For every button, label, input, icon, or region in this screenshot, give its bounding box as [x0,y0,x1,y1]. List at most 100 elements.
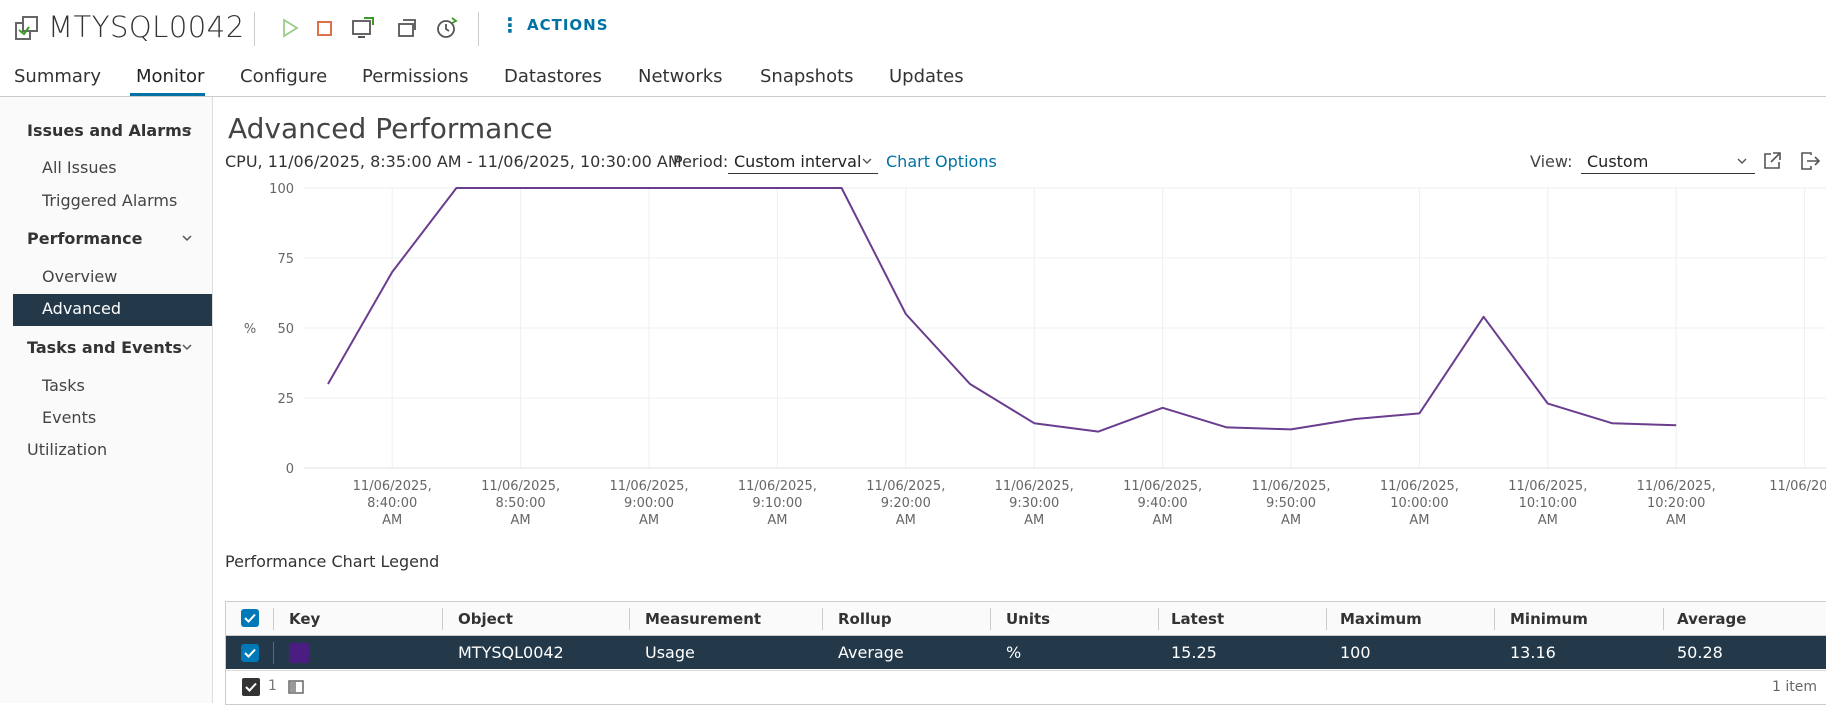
performance-chart: 0 25 50 75 100% 11/06/2025, 8:40:00 AM 11/06/202… [224,178,1826,546]
x-tick-label: 10:10:00 [1519,496,1577,511]
tab-snapshots[interactable]: Snapshots [760,66,854,87]
sidebar-item-label: Advanced [42,299,122,318]
x-tick-label: 11/06/2025, [995,479,1074,494]
tab-monitor[interactable]: Monitor [136,66,205,87]
chevron-down-icon[interactable] [182,125,192,135]
snapshot-icon[interactable] [434,15,460,41]
row-checkbox[interactable] [241,644,259,662]
x-tick-label: 11/06/2025, [1508,479,1587,494]
y-axis-label: % [244,322,256,337]
cell-latest: 15.25 [1171,643,1217,662]
sidebar-group-performance[interactable]: Performance [27,229,143,248]
datagrid-header: Key Object Measurement Rollup Units Late… [226,602,1826,636]
chevron-down-icon [862,158,872,164]
column-separator[interactable] [1494,608,1495,630]
x-tick-label: AM [382,513,402,528]
x-tick-label: AM [1538,513,1558,528]
x-tick-label: AM [767,513,787,528]
y-tick-label: 25 [277,392,294,407]
series-color-swatch [289,643,309,663]
column-header-maximum[interactable]: Maximum [1340,610,1422,628]
x-tick-label: 8:50:00 [496,496,546,511]
period-select[interactable]: Custom interval [728,149,878,174]
x-tick-label: 10:00:00 [1390,496,1448,511]
column-header-average[interactable]: Average [1677,610,1747,628]
period-select-value: Custom interval [734,152,862,171]
tab-updates[interactable]: Updates [889,66,964,87]
sidebar-group-tasks-and-events[interactable]: Tasks and Events [27,338,182,357]
column-separator[interactable] [442,608,443,630]
tab-bar: Summary Monitor Configure Permissions Da… [0,58,1826,97]
column-header-object[interactable]: Object [458,610,513,628]
footer-selection-checkbox[interactable] [242,678,260,696]
sidebar-group-issues-and-alarms[interactable]: Issues and Alarms [27,121,192,140]
tab-networks[interactable]: Networks [638,66,723,87]
cell-average: 50.28 [1677,643,1723,662]
x-tick-label: AM [511,513,531,528]
actions-button[interactable]: ⋮ ACTIONS [500,13,609,37]
table-row[interactable]: MTYSQL0042 Usage Average % 15.25 100 13.… [226,636,1826,669]
popout-icon[interactable] [1762,151,1782,171]
export-icon[interactable] [1799,151,1821,171]
cell-minimum: 13.16 [1510,643,1556,662]
datagrid-footer: 1 1 item [226,670,1826,704]
chevron-down-icon[interactable] [182,233,192,243]
sidebar-item-tasks[interactable]: Tasks [42,376,85,395]
x-tick-label: 11/06/2025, [1123,479,1202,494]
legend-datagrid: Key Object Measurement Rollup Units Late… [225,601,1826,705]
cell-rollup: Average [838,643,904,662]
x-tick-label: 9:10:00 [752,496,802,511]
column-header-minimum[interactable]: Minimum [1510,610,1588,628]
column-header-key[interactable]: Key [289,610,321,628]
sidebar-item-events[interactable]: Events [42,408,97,427]
sidebar-item-all-issues[interactable]: All Issues [42,158,117,177]
power-off-icon[interactable] [311,15,337,41]
sidebar-item-advanced[interactable]: Advanced [13,294,212,326]
column-toggle-icon[interactable] [288,679,304,695]
power-on-icon[interactable] [277,15,303,41]
x-tick-label: 11/06/2025, [1637,479,1716,494]
sidebar-item-utilization[interactable]: Utilization [27,440,108,459]
x-tick-label: 10:20:00 [1647,496,1705,511]
more-vertical-icon: ⋮ [500,13,521,37]
column-separator[interactable] [990,608,991,630]
column-separator[interactable] [1663,608,1664,630]
migrate-icon[interactable] [394,15,420,41]
column-separator[interactable] [629,608,630,630]
select-all-checkbox[interactable] [241,609,259,627]
x-tick-label: 11/06/2025, [1380,479,1459,494]
x-tick-label: AM [896,513,916,528]
sidebar-item-triggered-alarms[interactable]: Triggered Alarms [42,191,178,210]
column-separator [273,642,274,664]
vm-icon [14,14,40,42]
tab-summary[interactable]: Summary [14,66,101,87]
x-tick-label: 9:20:00 [881,496,931,511]
column-header-rollup[interactable]: Rollup [838,610,892,628]
chart-options-link[interactable]: Chart Options [886,152,997,171]
y-tick-label: 50 [277,322,294,337]
column-separator[interactable] [1326,608,1327,630]
item-count: 1 item [1772,679,1817,695]
tab-permissions[interactable]: Permissions [362,66,469,87]
x-tick-label: 9:00:00 [624,496,674,511]
chevron-down-icon [1737,158,1747,164]
column-header-latest[interactable]: Latest [1171,610,1225,628]
tab-configure[interactable]: Configure [240,66,328,87]
column-separator[interactable] [822,608,823,630]
x-tick-label: 9:30:00 [1009,496,1059,511]
view-select[interactable]: Custom [1581,149,1755,174]
column-header-measurement[interactable]: Measurement [645,610,762,628]
series-line [327,187,1677,433]
sidebar-item-overview[interactable]: Overview [42,267,118,286]
tab-datastores[interactable]: Datastores [504,66,602,87]
chart-subtitle: CPU, 11/06/2025, 8:35:00 AM - 11/06/2025… [225,152,682,171]
x-tick-label: 11/06/2025, [738,479,817,494]
chevron-down-icon[interactable] [182,342,192,352]
x-tick-label: AM [1409,513,1429,528]
column-separator[interactable] [1158,608,1159,630]
selected-count: 1 [268,678,277,694]
launch-console-icon[interactable] [350,15,376,41]
view-select-value: Custom [1587,152,1649,171]
cell-object: MTYSQL0042 [458,643,564,662]
column-header-units[interactable]: Units [1006,610,1051,628]
